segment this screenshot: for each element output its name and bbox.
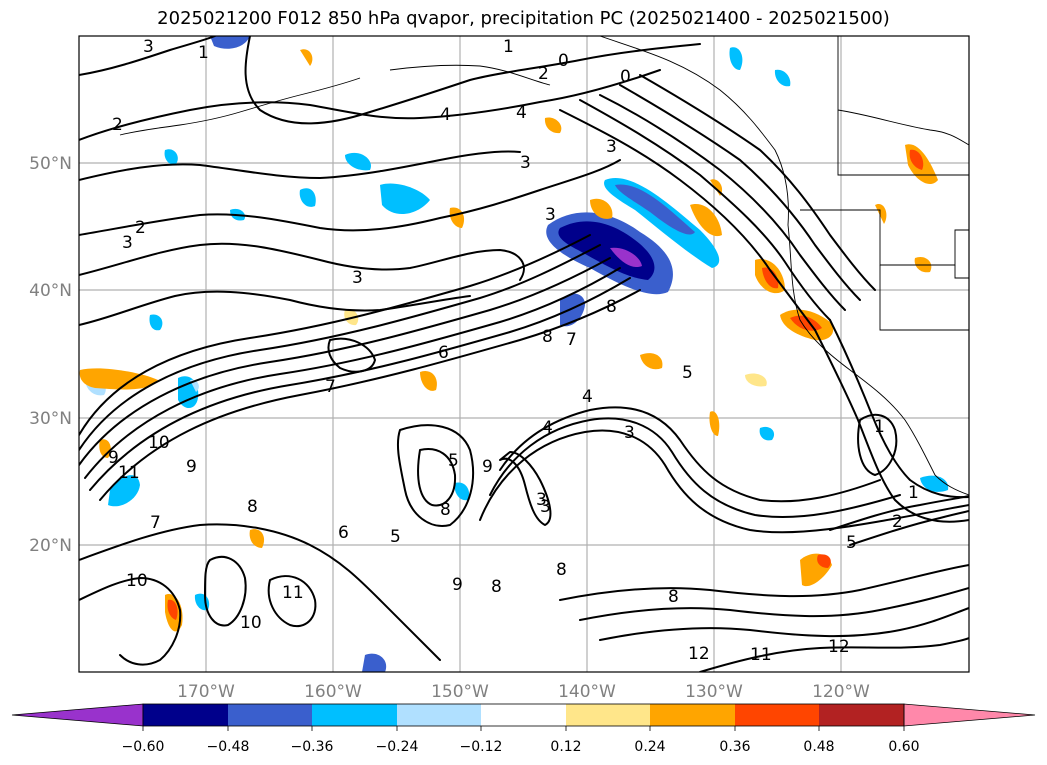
colorbar-tick-label: 0.36 [719, 739, 750, 755]
colorbar-extend-below [11, 703, 144, 727]
colorbar-tick-label: −0.36 [291, 739, 334, 755]
contour-label: 11 [282, 583, 304, 603]
contour-label: 3 [545, 205, 556, 225]
lat-label: 20°N [29, 536, 72, 556]
contour-label: 2 [892, 512, 903, 532]
contour-label: 4 [516, 103, 527, 123]
contour-label: 12 [688, 644, 710, 664]
contour-label: 2 [135, 218, 146, 238]
colorbar-bin [397, 704, 481, 726]
contour-label: 3 [624, 423, 635, 443]
colorbar-bin [735, 704, 819, 726]
contour-label: 7 [566, 330, 577, 350]
contour-label: 10 [148, 433, 170, 453]
lon-label: 130°W [685, 682, 743, 702]
colorbar-bin [566, 704, 650, 726]
contour-label: 9 [108, 448, 119, 468]
colorbar-extend-above [903, 703, 1036, 727]
contour-label: 8 [668, 587, 679, 607]
contour-label: 2 [538, 64, 549, 84]
map-area [79, 36, 969, 672]
coastlines [119, 36, 969, 496]
colorbar-bin [143, 704, 228, 726]
colorbar-bin [481, 704, 566, 726]
contour-label: 8 [606, 297, 617, 317]
colorbar-frame [142, 703, 905, 727]
contour-label: 10 [240, 613, 262, 633]
colorbar-tick-label: −0.24 [376, 739, 419, 755]
contour-label: 5 [682, 363, 693, 383]
contour-label: 0 [558, 51, 569, 71]
precip-negative-shading [85, 36, 949, 672]
contour-label: 3 [540, 497, 551, 517]
colorbar-tick-label: −0.12 [460, 739, 503, 755]
contour-label: 10 [126, 571, 148, 591]
colorbar-tick-label: −0.48 [207, 739, 250, 755]
contour-label: 2 [112, 115, 123, 135]
lon-label: 120°W [812, 682, 870, 702]
contour-label: 1 [503, 37, 514, 57]
contour-label: 7 [150, 513, 161, 533]
contour-label: 3 [122, 233, 133, 253]
lat-label: 50°N [29, 154, 72, 174]
contour-label: 3 [606, 137, 617, 157]
colorbar: −0.60 −0.48 −0.36 −0.24 −0.12 0.12 0.24 … [11, 703, 1036, 755]
contour-label: 3 [536, 490, 547, 510]
contour-label: 11 [118, 463, 140, 483]
colorbar-tick-label: 0.48 [803, 739, 834, 755]
contour-label: 11 [750, 645, 772, 665]
contour-label: 8 [491, 577, 502, 597]
contour-label: 9 [452, 575, 463, 595]
gridlines [79, 36, 969, 672]
lon-label: 170°W [177, 682, 235, 702]
contour-label: 8 [247, 497, 258, 517]
latitude-labels: 20°N 30°N 40°N 50°N [29, 154, 72, 556]
chart-title: 2025021200 F012 850 hPa qvapor, precipit… [157, 8, 890, 29]
colorbar-bin [312, 704, 397, 726]
contour-label: 8 [556, 560, 567, 580]
contour-label: 5 [846, 533, 857, 553]
contour-label: 5 [448, 451, 459, 471]
lon-label: 160°W [304, 682, 362, 702]
map-frame [78, 35, 970, 673]
contour-label: 7 [325, 377, 336, 397]
contour-label: 4 [542, 418, 553, 438]
contour-label: 1 [874, 417, 885, 437]
contour-labels: 1 2 3 0 1 4 4 3 3 2 2 3 3 0 3 8 8 7 6 7 … [108, 37, 919, 665]
contour-label: 6 [438, 343, 449, 363]
contour-label: 5 [390, 527, 401, 547]
longitude-labels: 170°W 160°W 150°W 140°W 130°W 120°W [177, 682, 870, 702]
contour-label: 1 [908, 483, 919, 503]
contour-label: 4 [440, 105, 451, 125]
contour-label: 6 [338, 523, 349, 543]
contour-label: 3 [352, 268, 363, 288]
contour-label: 8 [542, 327, 553, 347]
colorbar-tick-label: 0.24 [634, 739, 665, 755]
colorbar-bin [819, 704, 904, 726]
qvapor-contours [79, 36, 969, 672]
contour-label: 3 [143, 37, 154, 57]
contour-label: 0 [620, 67, 631, 87]
lon-label: 150°W [431, 682, 489, 702]
colorbar-tick-label: 0.12 [550, 739, 581, 755]
colorbar-tick-label: −0.60 [122, 739, 165, 755]
contour-label: 9 [482, 457, 493, 477]
colorbar-bin [228, 704, 312, 726]
colorbar-tick-label: 0.60 [888, 739, 919, 755]
colorbar-bin [650, 704, 735, 726]
contour-label: 9 [186, 457, 197, 477]
contour-label: 3 [520, 153, 531, 173]
contour-label: 8 [440, 500, 451, 520]
lat-label: 40°N [29, 281, 72, 301]
contour-label: 12 [828, 637, 850, 657]
lon-label: 140°W [558, 682, 616, 702]
contour-label: 1 [198, 43, 209, 63]
lat-label: 30°N [29, 409, 72, 429]
contour-label: 4 [582, 387, 593, 407]
